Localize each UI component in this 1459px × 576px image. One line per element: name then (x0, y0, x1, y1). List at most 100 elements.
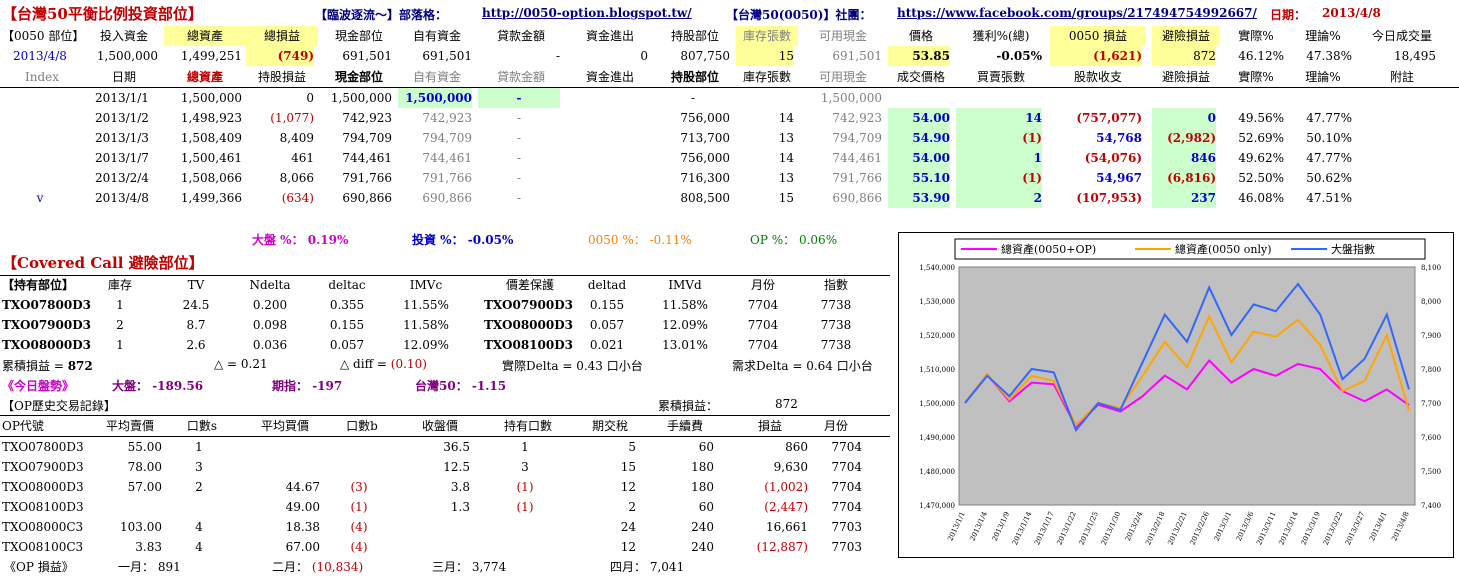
history-cell: 2013/4/8 (95, 191, 149, 205)
cc-header-5: IMVc (409, 278, 443, 292)
summary-value-17: 18,495 (1394, 49, 1436, 63)
history-cell: 1,500,000 (330, 91, 392, 105)
legend-box (954, 238, 1426, 260)
cc-cell: 12.09% (662, 318, 708, 332)
op-history-title: 【OP歷史交易記錄】 (2, 399, 116, 413)
history-cell: 742,923 (832, 111, 882, 125)
op-cell: 860 (785, 440, 808, 454)
op-monthly-label: 《OP 損益》 (4, 560, 74, 574)
x-tick-label: 2013/1/1 (946, 510, 967, 542)
op-accum-value: 872 (775, 397, 798, 411)
history-cell: 54,768 (1096, 131, 1142, 145)
history-cell: - (516, 191, 522, 205)
history-cell: 54,967 (1096, 171, 1142, 185)
op-cell: 49.00 (285, 500, 320, 514)
history-cell (568, 168, 648, 188)
summary-value-8: 807,750 (680, 49, 730, 63)
op-cell: TXO07800D3 (2, 440, 84, 454)
blog-link[interactable]: http://0050-option.blogspot.tw/ (482, 6, 692, 20)
op-cell: 180 (691, 460, 714, 474)
op-cell: 12.5 (443, 460, 470, 474)
history-cell: 794,709 (342, 131, 392, 145)
cc-cell: TXO08000D3 (2, 338, 91, 352)
summary-header-13: 0050 損益 (1050, 26, 1146, 46)
summary-header-9: 庫存張數 (736, 26, 798, 46)
summary-value-4: 691,501 (342, 49, 392, 63)
op-header-6: 持有口數 (503, 419, 552, 433)
legend-label-0: 總資產(0050+OP) (1001, 242, 1096, 256)
history-cell: 15 (778, 191, 794, 205)
y-right-tick-label: 8,000 (1421, 298, 1441, 306)
cc-delta: △ = 0.21 (214, 357, 268, 371)
history-header-15: 實際% (1238, 70, 1274, 84)
cc-cell: 1 (116, 338, 124, 352)
history-cell: 690,866 (422, 191, 472, 205)
history-cell: 716,300 (680, 171, 730, 185)
history-cell: 52.50% (1238, 171, 1284, 185)
summary-value-1: 1,500,000 (96, 49, 158, 63)
op-cell: 7704 (831, 440, 862, 454)
op-cell (332, 457, 386, 477)
history-cell (1364, 188, 1436, 208)
history-header-17: 附註 (1389, 70, 1414, 84)
cc-actual-delta: 實際Delta = 0.43 口小台 (502, 359, 643, 373)
history-header-5: 自有資金 (412, 70, 461, 84)
op-header-7: 期交稅 (591, 419, 628, 433)
cc-cell: TXO08000D3 (484, 318, 573, 332)
op-cell (244, 437, 320, 457)
op-cell: 9,630 (773, 460, 808, 474)
x-tick-label: 2013/1/9 (991, 510, 1012, 542)
op-header-8: 手續費 (666, 419, 703, 433)
history-header-13: 股款收支 (1073, 70, 1122, 84)
cc-header-6: 價差保護 (505, 278, 554, 292)
y-right-tick-label: 7,800 (1421, 366, 1441, 374)
history-cell: 744,461 (342, 151, 392, 165)
op-header-4: 口數b (346, 419, 378, 433)
history-cell: - (478, 88, 560, 108)
history-header-9: 庫存張數 (742, 70, 791, 84)
cc-cell: 8.7 (186, 318, 206, 332)
history-cell: 1,508,409 (180, 131, 242, 145)
history-cell: 52.69% (1238, 131, 1284, 145)
y-right-tick-label: 8,100 (1421, 264, 1441, 272)
summary-header-2: 總資產 (164, 26, 246, 46)
history-header-1: 日期 (111, 70, 136, 84)
cc-cell: 11.58% (662, 298, 708, 312)
history-cell (1050, 88, 1142, 108)
op-cell: 4 (195, 540, 203, 554)
cc-cell: 11.58% (403, 318, 449, 332)
history-cell (1364, 88, 1436, 108)
op-header-10: 月份 (823, 419, 848, 433)
cc-cell: 7704 (747, 298, 779, 312)
op-cell: (3) (350, 480, 368, 494)
history-cell: - (516, 111, 522, 125)
cc-cell: TXO07900D3 (484, 298, 573, 312)
history-cell: 8,409 (279, 131, 314, 145)
op-cell: 7704 (831, 460, 862, 474)
summary-value-3: (749) (246, 46, 314, 66)
op-cell: 15 (620, 460, 636, 474)
cc-accum: 累積損益 = 872 (2, 359, 93, 373)
cc-header-10: 指數 (823, 278, 848, 292)
history-cell (1364, 168, 1436, 188)
op-cell: 1 (521, 440, 529, 454)
history-cell: 2 (956, 188, 1042, 208)
etf-percent: 0050 %： -0.11% (588, 233, 692, 247)
y-left-tick-label: 1,520,000 (919, 332, 955, 340)
history-cell: 54.00 (888, 148, 950, 168)
history-cell (568, 188, 648, 208)
op-cell: 44.67 (285, 480, 320, 494)
history-cell: 14 (956, 108, 1042, 128)
history-cell: 756,000 (680, 111, 730, 125)
op-header-9: 損益 (757, 419, 782, 433)
summary-header-1: 投入資金 (99, 29, 148, 43)
fb-link[interactable]: https://www.facebook.com/groups/21749475… (897, 6, 1257, 20)
op-cell: 67.00 (285, 540, 320, 554)
history-cell: 742,923 (422, 111, 472, 125)
cc-cell: 0.057 (589, 318, 625, 332)
op-cell: (1) (350, 500, 368, 514)
history-cell: 49.56% (1238, 111, 1284, 125)
y-left-tick-label: 1,530,000 (919, 298, 955, 306)
history-header-8: 持股部位 (670, 70, 719, 84)
history-cell: 794,709 (832, 131, 882, 145)
